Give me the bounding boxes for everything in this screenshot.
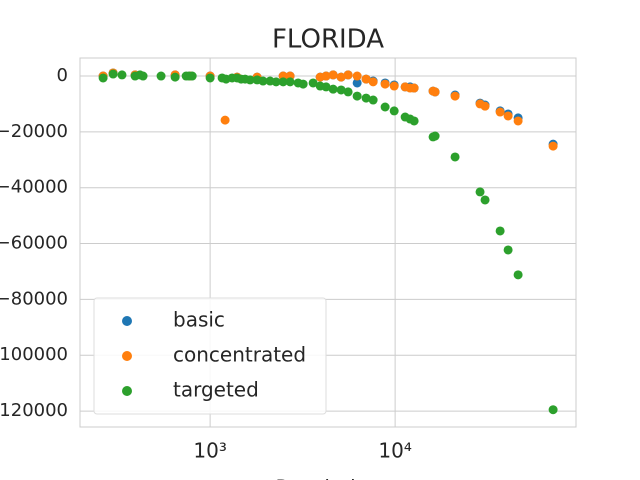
point: [430, 131, 440, 141]
point: [308, 78, 318, 88]
point: [513, 116, 523, 126]
point: [548, 141, 558, 151]
point: [389, 106, 399, 116]
point: [389, 81, 399, 91]
legend-label: targeted: [173, 378, 259, 402]
point: [352, 78, 362, 88]
point: [475, 187, 485, 197]
point: [321, 71, 331, 81]
point: [430, 87, 440, 97]
point: [343, 87, 353, 97]
point: [156, 71, 166, 81]
legend-marker: [122, 386, 132, 396]
point: [117, 70, 127, 80]
point: [480, 101, 490, 111]
y-tick-label: −40000: [0, 177, 68, 198]
point: [450, 152, 460, 162]
x-axis-label: Population: [275, 476, 380, 480]
point: [368, 95, 378, 105]
point: [361, 74, 371, 84]
point: [409, 83, 419, 93]
point: [380, 102, 390, 112]
y-tick-label: −60000: [0, 233, 68, 254]
point: [258, 76, 268, 86]
chart-title: FLORIDA: [272, 25, 384, 55]
point: [343, 70, 353, 80]
legend-label: concentrated: [173, 343, 306, 367]
point: [328, 84, 338, 94]
point: [450, 91, 460, 101]
point: [328, 70, 338, 80]
point: [480, 195, 490, 205]
y-tick-label: 0: [57, 65, 68, 86]
point: [513, 270, 523, 280]
point: [352, 71, 362, 81]
point: [380, 79, 390, 89]
point: [271, 77, 281, 87]
point: [495, 107, 505, 117]
point: [278, 77, 288, 87]
y-tick-label: −100000: [0, 344, 68, 365]
x-tick-label: 10³: [193, 439, 226, 463]
point: [503, 245, 513, 255]
point: [336, 72, 346, 82]
point: [98, 73, 108, 83]
x-tick-label: 10⁴: [378, 439, 411, 463]
legend-marker: [122, 316, 132, 326]
point: [220, 115, 230, 125]
point: [108, 69, 118, 79]
point: [495, 226, 505, 236]
point: [285, 77, 295, 87]
legend-label: basic: [173, 308, 225, 332]
point: [138, 71, 148, 81]
point: [336, 85, 346, 95]
point: [245, 75, 255, 85]
point: [187, 71, 197, 81]
y-tick-label: −80000: [0, 288, 68, 309]
y-tick-label: −20000: [0, 121, 68, 142]
point: [170, 72, 180, 82]
point: [409, 116, 419, 126]
point: [298, 79, 308, 89]
legend-marker: [122, 351, 132, 361]
point: [352, 91, 362, 101]
legend-box: [93, 297, 327, 415]
point: [503, 111, 513, 121]
point: [368, 77, 378, 87]
point: [205, 73, 215, 83]
point: [321, 82, 331, 92]
point: [361, 93, 371, 103]
point: [548, 405, 558, 415]
y-tick-label: −120000: [0, 400, 68, 421]
